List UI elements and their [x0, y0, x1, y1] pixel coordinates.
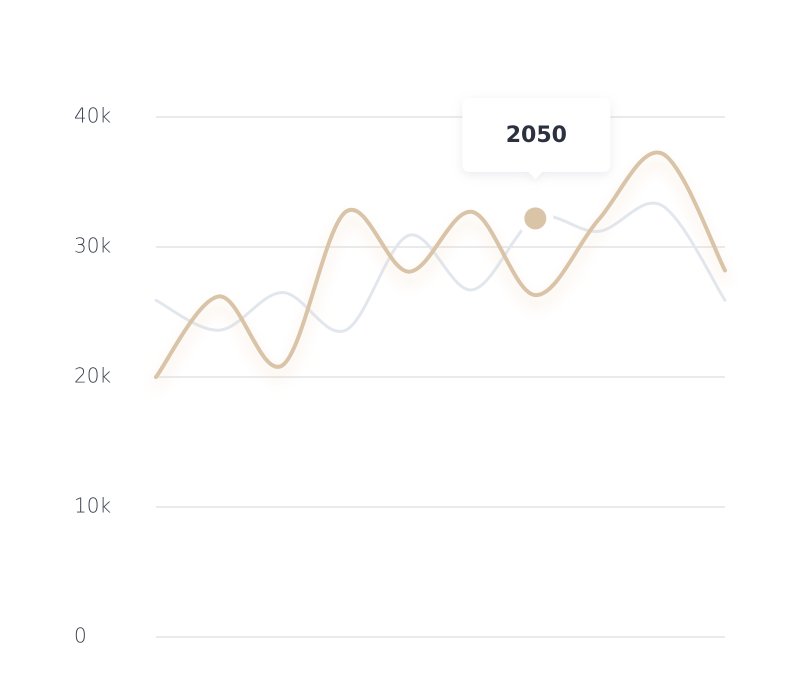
y-tick-label: 20k	[74, 364, 111, 388]
tooltip-box	[462, 98, 611, 179]
line-series	[154, 150, 727, 379]
y-tick-label: 30k	[74, 234, 111, 258]
y-tick-label: 0	[74, 624, 87, 648]
y-tick-label: 10k	[74, 494, 111, 518]
y-tick-label: 40k	[74, 104, 111, 128]
point-marker	[524, 207, 547, 230]
tooltip-text: 2050	[506, 123, 567, 148]
line-series	[154, 201, 727, 333]
